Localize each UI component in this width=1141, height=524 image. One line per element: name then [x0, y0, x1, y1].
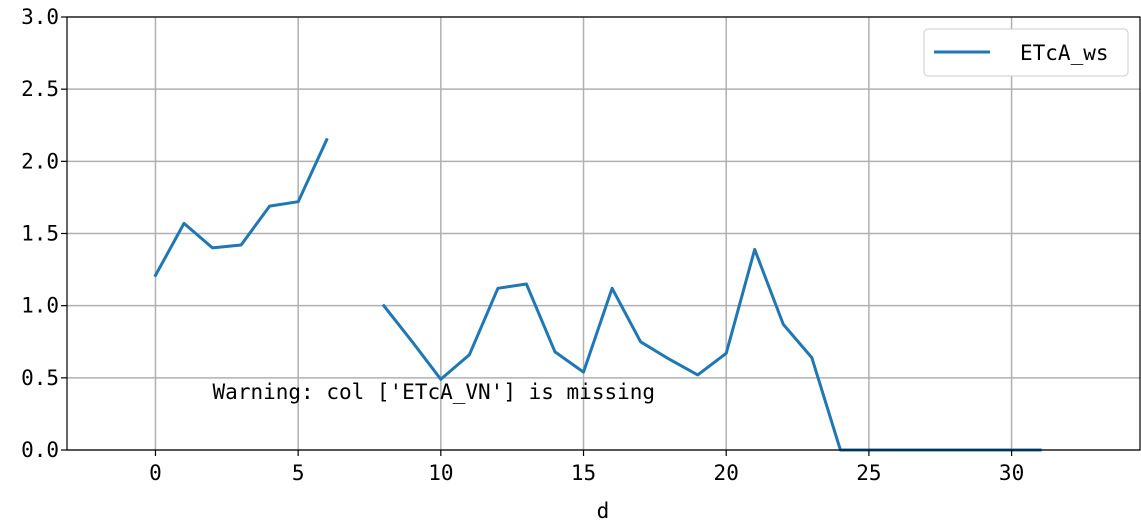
legend-box: [923, 28, 1129, 77]
legend: ETcA_ws: [923, 28, 1129, 77]
y-tick-label: 2.5: [21, 77, 59, 101]
x-tick-label: 20: [714, 461, 739, 485]
x-tick-label: 25: [856, 461, 881, 485]
y-tick-label: 0.0: [21, 438, 59, 462]
x-tick-label: 0: [149, 461, 162, 485]
series-line-etca-ws: [153, 137, 329, 278]
x-tick-label: 30: [999, 461, 1024, 485]
y-tick-label: 1.5: [21, 222, 59, 246]
y-tick-label: 3.0: [21, 5, 59, 29]
y-tick-label: 2.0: [21, 149, 59, 173]
legend-label-etca-ws: ETcA_ws: [1020, 41, 1109, 65]
missing-column-warning: Warning: col ['ETcA_VN'] is missing: [213, 380, 656, 404]
x-tick-label: 5: [292, 461, 305, 485]
x-axis-label: d: [597, 499, 610, 520]
y-tick-label: 1.0: [21, 294, 59, 318]
ticks: 0 5 10 15 20 25 30 0.0 0.5 1.0 1.5 2.0 2.5 3.0: [21, 5, 1024, 485]
x-tick-label: 15: [571, 461, 596, 485]
x-tick-label: 10: [428, 461, 453, 485]
y-tick-label: 0.5: [21, 366, 59, 390]
